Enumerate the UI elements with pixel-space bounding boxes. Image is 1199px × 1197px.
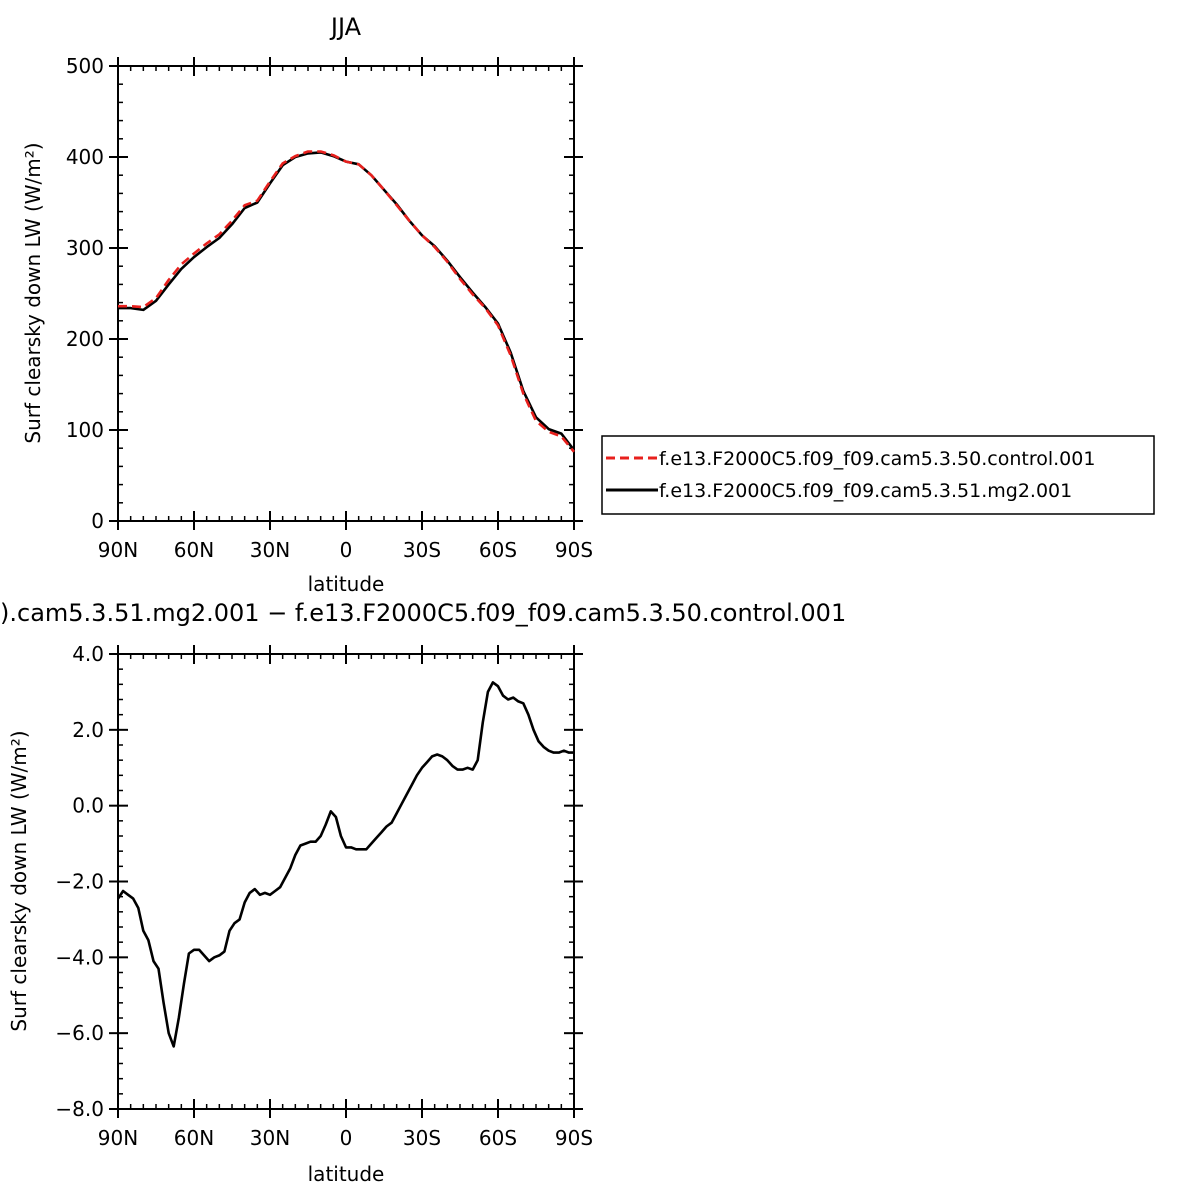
bottom-panel-ticks xyxy=(109,645,583,1118)
x-tick-label: 90S xyxy=(555,1126,593,1150)
y-tick-label: 200 xyxy=(66,327,104,351)
y-tick-label: −8.0 xyxy=(55,1097,104,1121)
y-tick-label: 2.0 xyxy=(72,718,104,742)
bottom-panel-series xyxy=(116,681,574,1048)
x-tick-label: 60S xyxy=(479,538,517,562)
bottom-panel-xlabel: latitude xyxy=(308,1162,385,1186)
top-panel-xlabel: latitude xyxy=(308,572,385,596)
bottom-panel: ).cam5.3.51.mg2.001 − f.e13.F2000C5.f09_… xyxy=(0,599,846,1186)
y-tick-label: 100 xyxy=(66,418,104,442)
x-tick-label: 90N xyxy=(98,538,138,562)
bottom-panel-title: ).cam5.3.51.mg2.001 − f.e13.F2000C5.f09_… xyxy=(0,599,846,627)
y-tick-label: 500 xyxy=(66,54,104,78)
x-tick-label: 30S xyxy=(403,1126,441,1150)
legend-frame xyxy=(601,435,1155,515)
legend-entry-control: f.e13.F2000C5.f09_f09.cam5.3.50.control.… xyxy=(659,448,1095,470)
top-panel-series xyxy=(118,150,576,453)
y-tick-label: 0 xyxy=(91,509,104,533)
top-panel-x-tick-labels: 90N 60N 30N 0 30S 60S 90S xyxy=(98,538,593,562)
x-tick-label: 30S xyxy=(403,538,441,562)
x-tick-label: 60S xyxy=(479,1126,517,1150)
top-panel-frame xyxy=(117,65,575,522)
x-tick-label: 90N xyxy=(98,1126,138,1150)
y-tick-label: 4.0 xyxy=(72,642,104,666)
top-panel-ticks xyxy=(109,57,583,530)
bottom-panel-x-tick-labels: 90N 60N 30N 0 30S 60S 90S xyxy=(98,1126,593,1150)
y-tick-label: −4.0 xyxy=(55,945,104,969)
bottom-panel-ylabel: Surf clearsky down LW (W/m²) xyxy=(7,730,31,1031)
y-tick-label: −2.0 xyxy=(55,870,104,894)
x-tick-label: 30N xyxy=(250,1126,290,1150)
y-tick-label: 400 xyxy=(66,145,104,169)
y-tick-label: 300 xyxy=(66,236,104,260)
top-panel: JJA 90N 60N 30N 0 30S 60S 90S 0 100 200 300 400 500… xyxy=(21,13,593,596)
x-tick-label: 90S xyxy=(555,538,593,562)
x-tick-label: 0 xyxy=(340,538,353,562)
series-line-control xyxy=(118,150,576,453)
top-panel-title: JJA xyxy=(329,13,362,41)
x-tick-label: 60N xyxy=(174,538,214,562)
bottom-panel-y-tick-labels: −8.0 −6.0 −4.0 −2.0 0.0 2.0 4.0 xyxy=(55,642,104,1121)
bottom-panel-frame xyxy=(117,653,575,1110)
x-tick-label: 60N xyxy=(174,1126,214,1150)
y-tick-label: −6.0 xyxy=(55,1021,104,1045)
x-tick-label: 0 xyxy=(340,1126,353,1150)
series-line-mg2 xyxy=(118,151,576,451)
x-tick-label: 30N xyxy=(250,538,290,562)
top-panel-y-tick-labels: 0 100 200 300 400 500 xyxy=(66,54,104,533)
top-panel-ylabel: Surf clearsky down LW (W/m²) xyxy=(21,142,45,443)
legend-entry-mg2: f.e13.F2000C5.f09_f09.cam5.3.51.mg2.001 xyxy=(659,480,1072,502)
legend: f.e13.F2000C5.f09_f09.cam5.3.50.control.… xyxy=(601,435,1155,515)
series-line-difference xyxy=(116,681,574,1048)
y-tick-label: 0.0 xyxy=(72,794,104,818)
